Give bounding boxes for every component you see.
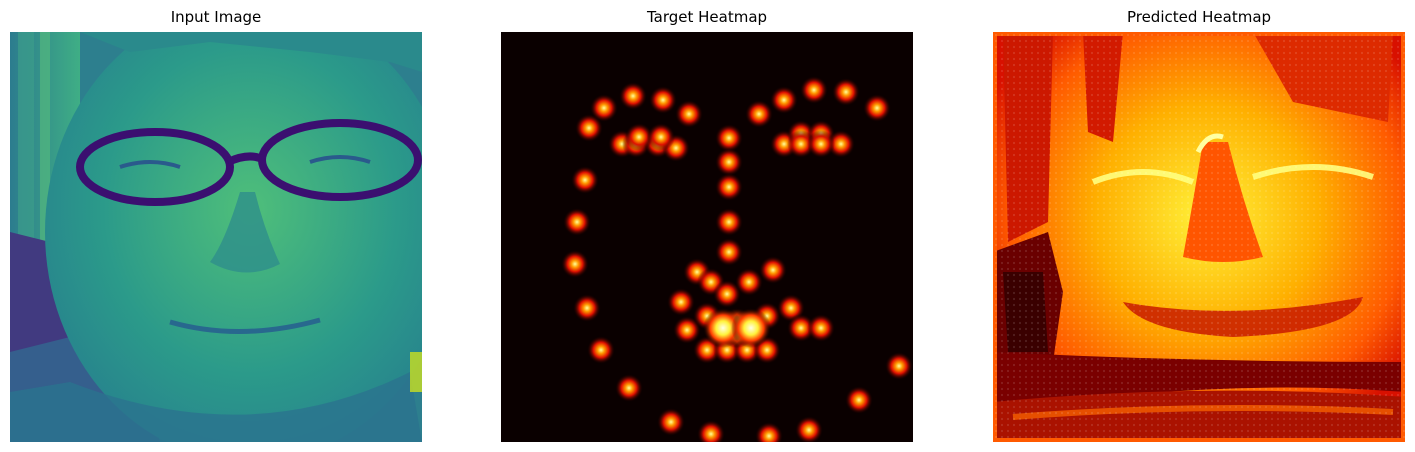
target-heatmap-svg bbox=[501, 32, 913, 442]
landmark-blob bbox=[827, 130, 855, 158]
landmark-blob bbox=[863, 94, 891, 122]
landmark-blob bbox=[807, 314, 835, 342]
landmark-blob bbox=[619, 82, 647, 110]
landmark-blob bbox=[759, 256, 787, 284]
landmark-blob bbox=[587, 336, 615, 364]
landmark-blob bbox=[715, 238, 743, 266]
landmark-blob bbox=[735, 268, 763, 296]
landmark-blob bbox=[715, 148, 743, 176]
landmark-blob bbox=[667, 288, 695, 316]
predicted-heatmap-panel: Predicted Heatmap bbox=[993, 0, 1405, 452]
landmark-blob-bright bbox=[731, 308, 771, 348]
landmark-blob bbox=[885, 352, 913, 380]
landmark-blob bbox=[745, 100, 773, 128]
landmark-blob bbox=[800, 76, 828, 104]
target-heatmap-title: Target Heatmap bbox=[646, 8, 768, 26]
landmark-blob bbox=[563, 208, 591, 236]
landmark-blob bbox=[713, 280, 741, 308]
landmark-blob bbox=[625, 123, 653, 151]
landmark-blob bbox=[832, 78, 860, 106]
landmark-blob bbox=[647, 123, 675, 151]
input-image-svg bbox=[10, 32, 422, 442]
landmark-blob bbox=[649, 86, 677, 114]
landmark-blob bbox=[697, 420, 725, 442]
landmark-blob bbox=[673, 316, 701, 344]
input-image bbox=[10, 32, 422, 442]
landmark-blob bbox=[787, 314, 815, 342]
predicted-heatmap bbox=[993, 32, 1405, 442]
landmark-blob bbox=[755, 422, 783, 442]
landmark-blob bbox=[615, 374, 643, 402]
landmark-blob bbox=[675, 100, 703, 128]
input-image-title: Input Image bbox=[170, 8, 262, 26]
landmark-blob-bright bbox=[703, 308, 743, 348]
input-image-panel: Input Image bbox=[10, 0, 422, 452]
landmark-blob bbox=[657, 408, 685, 436]
landmark-blob bbox=[715, 208, 743, 236]
landmark-blob bbox=[575, 114, 603, 142]
landmark-blob bbox=[787, 130, 815, 158]
landmark-blob bbox=[571, 166, 599, 194]
landmark-blob bbox=[561, 250, 589, 278]
landmark-blob bbox=[715, 124, 743, 152]
landmark-blob bbox=[845, 386, 873, 414]
predicted-heatmap-title: Predicted Heatmap bbox=[1126, 8, 1272, 26]
landmark-blob bbox=[715, 173, 743, 201]
landmark-blob bbox=[573, 294, 601, 322]
landmark-blob bbox=[807, 130, 835, 158]
predicted-heatmap-svg bbox=[993, 32, 1405, 442]
landmark-blob bbox=[590, 94, 618, 122]
target-heatmap-panel: Target Heatmap bbox=[501, 0, 913, 452]
target-heatmap bbox=[501, 32, 913, 442]
landmark-blob bbox=[795, 416, 823, 442]
landmark-blob bbox=[770, 86, 798, 114]
